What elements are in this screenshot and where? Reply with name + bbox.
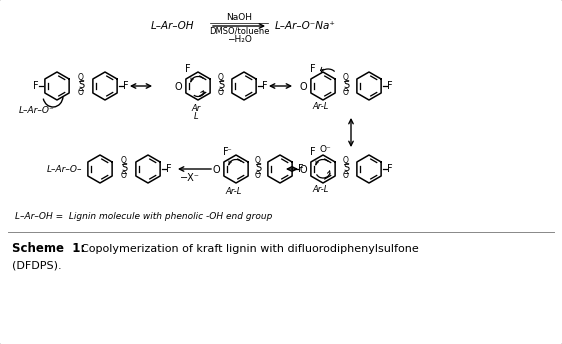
- Text: (DFDPS).: (DFDPS).: [12, 261, 62, 271]
- Text: S: S: [78, 80, 84, 90]
- Text: O: O: [300, 165, 307, 175]
- Text: −X⁻: −X⁻: [180, 173, 200, 183]
- Text: O: O: [218, 88, 224, 97]
- Text: S: S: [343, 163, 349, 173]
- Text: Scheme  1:: Scheme 1:: [12, 243, 85, 256]
- Text: Ar-L: Ar-L: [313, 184, 329, 194]
- Text: O: O: [343, 156, 349, 165]
- Text: L–Ar–O–: L–Ar–O–: [47, 164, 82, 173]
- Text: Ar-L: Ar-L: [313, 101, 329, 110]
- Text: O: O: [78, 88, 84, 97]
- Text: O: O: [78, 73, 84, 82]
- Text: S: S: [343, 80, 349, 90]
- Text: Copolymerization of kraft lignin with difluorodiphenylsulfone: Copolymerization of kraft lignin with di…: [74, 244, 419, 254]
- Text: L–Ar–OH =  Lignin molecule with phenolic -OH end group: L–Ar–OH = Lignin molecule with phenolic …: [15, 212, 273, 221]
- Text: O: O: [343, 88, 349, 97]
- Text: F: F: [262, 81, 268, 91]
- Text: S: S: [255, 163, 261, 173]
- Text: DMSO/toluene: DMSO/toluene: [209, 26, 269, 35]
- Text: Ar: Ar: [192, 104, 201, 112]
- Text: F: F: [223, 147, 229, 157]
- Text: S: S: [218, 80, 224, 90]
- Text: L–Ar–OH: L–Ar–OH: [150, 21, 194, 31]
- Text: O: O: [174, 82, 182, 92]
- Text: F: F: [310, 64, 316, 74]
- Text: O: O: [343, 171, 349, 180]
- Text: S: S: [121, 163, 127, 173]
- Text: L–Ar–O⁻: L–Ar–O⁻: [19, 106, 55, 115]
- Text: F: F: [298, 164, 303, 174]
- Text: O: O: [212, 165, 220, 175]
- Text: F: F: [123, 81, 129, 91]
- Text: O: O: [218, 73, 224, 82]
- Text: O: O: [343, 73, 349, 82]
- Text: F: F: [387, 164, 393, 174]
- Text: L: L: [194, 111, 198, 120]
- Text: ⁻: ⁻: [226, 148, 232, 157]
- Text: F: F: [185, 64, 191, 74]
- Text: NaOH: NaOH: [226, 12, 252, 22]
- Text: −H₂O: −H₂O: [226, 34, 251, 43]
- Text: F: F: [33, 81, 39, 91]
- Text: F: F: [166, 164, 171, 174]
- Text: L–Ar–O⁻Na⁺: L–Ar–O⁻Na⁺: [275, 21, 336, 31]
- Text: O⁻: O⁻: [319, 144, 331, 153]
- Text: O: O: [255, 171, 261, 180]
- Text: Ar-L: Ar-L: [226, 186, 242, 195]
- Text: O: O: [121, 171, 127, 180]
- Text: O: O: [255, 156, 261, 165]
- Text: F: F: [310, 147, 316, 157]
- Text: F: F: [387, 81, 393, 91]
- Text: O: O: [121, 156, 127, 165]
- Text: O: O: [300, 82, 307, 92]
